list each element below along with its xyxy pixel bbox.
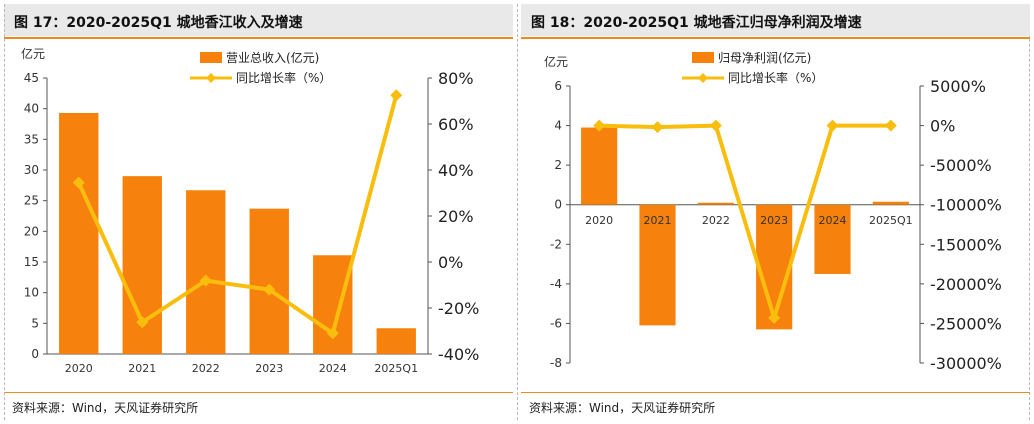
- growth-line: [599, 123, 891, 320]
- growth-point: [768, 311, 781, 324]
- bar: [186, 190, 226, 354]
- y-unit-label: 亿元: [21, 46, 45, 61]
- bar: [581, 127, 618, 205]
- left-tick-label: 40: [24, 102, 39, 116]
- growth-point: [199, 274, 212, 287]
- bar: [756, 204, 793, 330]
- legend-marker-line: [698, 73, 708, 83]
- growth-point: [826, 119, 839, 132]
- x-tick-label: 2020: [65, 362, 93, 375]
- title-divider: [521, 37, 1030, 39]
- x-tick-label: 2022: [702, 214, 730, 227]
- panel-border-left: [4, 4, 5, 420]
- left-tick-label: 45: [24, 71, 39, 85]
- left-tick-label: 2: [554, 158, 562, 172]
- legend-label-bar: 归母净利润(亿元): [718, 50, 811, 65]
- left-tick-label: 25: [24, 194, 39, 208]
- bar: [59, 112, 99, 355]
- left-tick-label: 35: [24, 132, 39, 146]
- right-tick-label: -20%: [438, 299, 479, 318]
- chart-panel-revenue: 图 17：2020-2025Q1 城地香江收入及增速 亿元 0 5 10 15 20 25 3…: [4, 4, 513, 415]
- left-tick-label: 0: [31, 347, 39, 361]
- growth-point: [709, 119, 722, 132]
- x-tick-label: 2022: [192, 362, 220, 375]
- title-bar: 图 18：2020-2025Q1 城地香江归母净利润及增速: [521, 4, 1030, 36]
- left-tick-label: -4: [550, 277, 562, 291]
- chart-panel-profit: 图 18：2020-2025Q1 城地香江归母净利润及增速 亿元 -8 -6 -4 -2…: [517, 0, 1034, 424]
- title-divider: [4, 37, 513, 39]
- right-tick-label: -25000%: [930, 314, 1002, 333]
- footer-divider: [4, 392, 513, 393]
- right-tick-label: 80%: [438, 69, 474, 88]
- bar: [872, 201, 909, 205]
- right-tick-label: 40%: [438, 161, 474, 180]
- growth-point: [651, 121, 664, 134]
- right-tick-label: 0%: [438, 253, 463, 272]
- legend-label-bar: 营业总收入(亿元): [226, 50, 319, 65]
- right-tick-label: 5000%: [930, 77, 986, 96]
- growth-point: [263, 283, 276, 296]
- chart-title: 图 18：2020-2025Q1 城地香江归母净利润及增速: [531, 15, 862, 31]
- x-tick-label: 2023: [255, 362, 283, 375]
- legend-swatch-bar: [692, 52, 714, 63]
- right-tick-label: 20%: [438, 207, 474, 226]
- legend-swatch-bar: [200, 52, 222, 63]
- right-tick-label: -5000%: [930, 156, 992, 175]
- left-tick-label: -8: [550, 356, 562, 370]
- x-tick-label: 2020: [585, 214, 613, 227]
- left-tick-label: 20: [24, 224, 39, 238]
- growth-point: [136, 316, 149, 329]
- x-tick-label: 2025Q1: [869, 214, 913, 227]
- right-tick-label: -40%: [438, 345, 479, 364]
- growth-point: [593, 119, 606, 132]
- x-tick-label: 2021: [128, 362, 156, 375]
- right-tick-label: 0%: [930, 117, 955, 136]
- left-tick-label: 15: [24, 255, 39, 269]
- legend-label-line: 同比增长率（%）: [728, 70, 823, 85]
- revenue-chart: 亿元 0 5 10 15 20 25 30 35 40 45 -40% -20% 0% 20% 40% 60% 8…: [21, 46, 479, 375]
- x-tick-label: 2023: [760, 214, 788, 227]
- x-tick-label: 2025Q1: [374, 362, 418, 375]
- x-tick-label: 2021: [644, 214, 672, 227]
- right-tick-label: 60%: [438, 115, 474, 134]
- right-tick-label: -10000%: [930, 196, 1002, 215]
- panel-separator: [517, 4, 518, 420]
- bar: [376, 328, 416, 354]
- y-unit-label: 亿元: [544, 54, 568, 69]
- growth-point: [72, 176, 85, 189]
- source-note: 资料来源：Wind，天风证券研究所: [12, 401, 199, 415]
- x-tick-label: 2024: [819, 214, 847, 227]
- bar: [639, 204, 676, 326]
- bar: [249, 208, 289, 354]
- growth-point: [390, 89, 403, 102]
- left-tick-label: 4: [554, 119, 562, 133]
- right-tick-label: -30000%: [930, 354, 1002, 373]
- profit-chart: 亿元 -8 -6 -4 -2 0 2 4 6 -30000% -25000% -20000% -1500…: [544, 50, 1002, 373]
- left-tick-label: 0: [554, 198, 562, 212]
- left-tick-label: -2: [550, 237, 562, 251]
- left-tick-label: 10: [24, 286, 39, 300]
- left-tick-label: 30: [24, 163, 39, 177]
- panel-border-right: [1029, 4, 1030, 420]
- source-note: 资料来源：Wind，天风证券研究所: [529, 401, 716, 415]
- right-tick-label: -20000%: [930, 275, 1002, 294]
- left-tick-label: 6: [554, 79, 562, 93]
- bar: [814, 204, 851, 274]
- growth-line: [76, 94, 399, 336]
- legend-label-line: 同比增长率（%）: [236, 70, 331, 85]
- x-tick-label: 2024: [319, 362, 347, 375]
- chart-title: 图 17：2020-2025Q1 城地香江收入及增速: [14, 15, 303, 31]
- left-tick-label: 5: [31, 316, 39, 330]
- legend-marker-line: [206, 73, 216, 83]
- title-bar: 图 17：2020-2025Q1 城地香江收入及增速: [4, 4, 513, 36]
- growth-point: [326, 327, 339, 340]
- left-tick-label: -6: [550, 316, 562, 330]
- footer-divider: [521, 392, 1030, 393]
- growth-point: [884, 119, 897, 132]
- right-tick-label: -15000%: [930, 235, 1002, 254]
- bar: [697, 202, 734, 205]
